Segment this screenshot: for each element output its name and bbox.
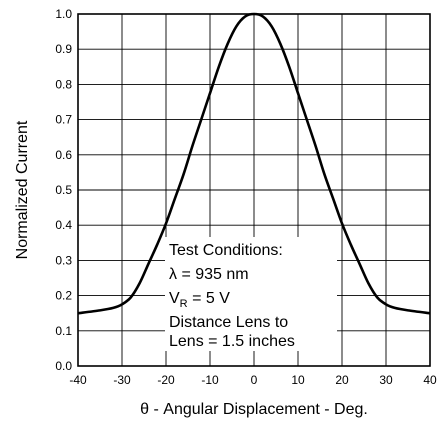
y-tick-labels: 0.0 0.1 0.2 0.3 0.4 0.5 0.6 0.7 0.8 0.9 1.0	[55, 7, 72, 373]
y-tick-label: 0.8	[55, 77, 72, 91]
annotation-line-4: Distance Lens to	[169, 314, 288, 331]
plot-frame	[77, 13, 431, 367]
x-axis-label: θ - Angular Displacement - Deg.	[140, 401, 368, 418]
x-tick-labels: -40 -30 -20 -10 0 10 20 30 40	[69, 373, 437, 387]
y-tick-label: 1.0	[55, 7, 72, 21]
vr-value: = 5 V	[188, 290, 231, 307]
vr-symbol: V	[169, 290, 180, 307]
annotation-line-2: λ = 935 nm	[169, 266, 249, 283]
y-tick-label: 0.0	[55, 359, 72, 373]
vr-subscript: R	[180, 298, 188, 310]
y-tick-label: 0.2	[55, 289, 72, 303]
x-tick-label: 10	[291, 373, 305, 387]
x-tick-label: -30	[113, 373, 131, 387]
x-tick-label: 40	[423, 373, 437, 387]
annotation-line-1: Test Conditions:	[169, 242, 283, 259]
annotation-line-3: VR = 5 V	[169, 290, 230, 310]
y-tick-label: 0.6	[55, 148, 72, 162]
x-tick-label: 0	[251, 373, 258, 387]
y-tick-label: 0.3	[55, 253, 72, 267]
y-tick-label: 0.5	[55, 183, 72, 197]
y-tick-label: 0.4	[55, 218, 72, 232]
x-tick-label: -10	[201, 373, 219, 387]
x-tick-label: -40	[69, 373, 87, 387]
x-tick-label: 20	[335, 373, 349, 387]
x-tick-label: 30	[379, 373, 393, 387]
annotation-box	[165, 237, 337, 351]
test-conditions-annotation: Test Conditions: λ = 935 nm VR = 5 V Dis…	[169, 242, 295, 350]
y-tick-label: 0.7	[55, 113, 72, 127]
y-axis-label: Normalized Current	[14, 120, 31, 259]
y-tick-label: 0.1	[55, 324, 72, 338]
annotation-line-5: Lens = 1.5 inches	[169, 333, 295, 350]
y-tick-label: 0.9	[55, 42, 72, 56]
x-tick-label: -20	[157, 373, 175, 387]
